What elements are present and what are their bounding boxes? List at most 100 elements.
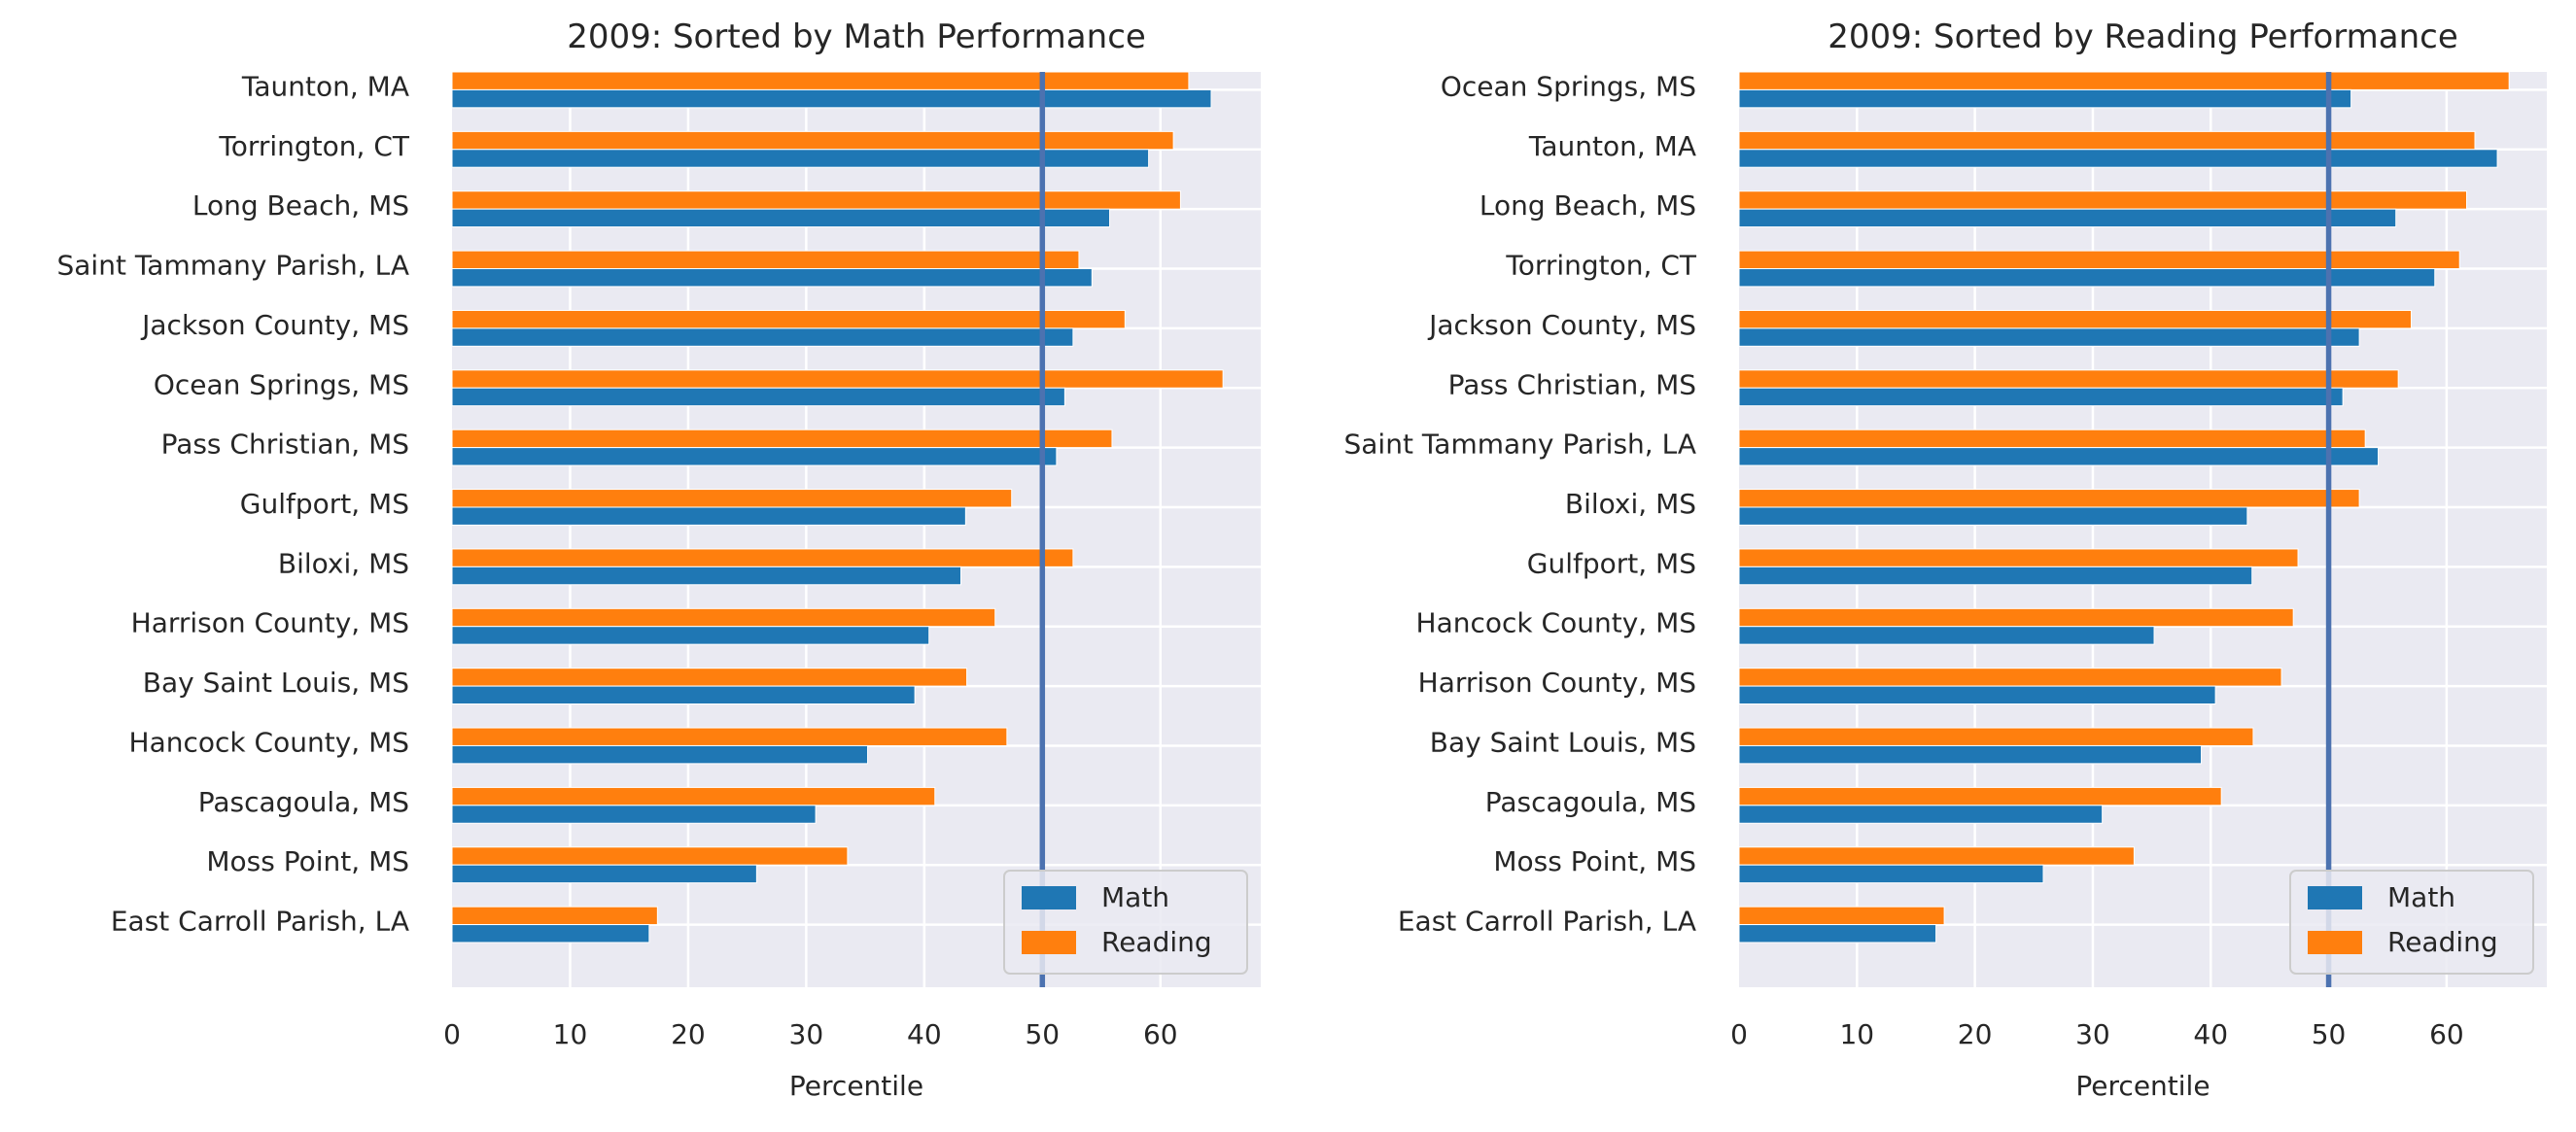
category-label: Ocean Springs, MS	[1441, 70, 1696, 102]
bar-reading	[1738, 429, 2366, 449]
bar-reading	[451, 668, 968, 687]
bar-math	[451, 566, 961, 586]
bar-math	[1738, 626, 2155, 645]
bar-reading	[451, 727, 1008, 746]
category-label: Taunton, MA	[1528, 130, 1696, 162]
bar-math	[451, 685, 916, 705]
category-label: Taunton, MA	[241, 70, 409, 102]
legend: Math Reading	[2289, 870, 2534, 975]
category-label: Jackson County, MS	[1427, 309, 1696, 341]
bar-reading	[451, 489, 1013, 508]
bar-math	[451, 208, 1111, 228]
legend-label: Math	[1101, 881, 1169, 913]
bar-math	[451, 268, 1093, 288]
bar-math	[451, 387, 1065, 407]
legend-label: Math	[2387, 881, 2455, 913]
legend: Math Reading	[1003, 870, 1248, 975]
bar-math	[451, 506, 966, 526]
category-label: Gulfport, MS	[1527, 547, 1696, 579]
bar-reading	[451, 786, 936, 806]
x-tick-label: 60	[2429, 1018, 2464, 1050]
category-label: Saint Tammany Parish, LA	[1344, 429, 1697, 461]
bar-math	[1738, 268, 2436, 288]
category-label: Moss Point, MS	[1493, 845, 1696, 877]
bar-reading	[1738, 846, 2135, 866]
bar-math	[451, 864, 757, 884]
x-axis-label: Percentile	[2075, 1070, 2210, 1102]
x-tick-label: 0	[1730, 1018, 1748, 1050]
bar-math	[451, 924, 650, 943]
bar-reading	[1738, 250, 2460, 270]
chart-panel-1: Taunton, MA Torrington, CT Long Beach, MS S…	[57, 17, 1261, 1102]
category-label: Pass Christian, MS	[1448, 368, 1696, 400]
legend-swatch-reading	[1022, 931, 1076, 954]
bar-reading	[1738, 727, 2254, 746]
x-tick-label: 10	[1839, 1018, 1874, 1050]
bar-math	[1738, 387, 2344, 407]
x-tick-label: 20	[671, 1018, 706, 1050]
bar-math	[1738, 566, 2253, 586]
bar-reading	[451, 130, 1174, 151]
category-label: Gulfport, MS	[240, 488, 409, 520]
bar-reading	[451, 71, 1190, 90]
category-label: East Carroll Parish, LA	[111, 906, 409, 938]
x-tick-label: 40	[2193, 1018, 2228, 1050]
bar-math	[1738, 744, 2203, 765]
legend-swatch-reading	[2308, 931, 2362, 954]
category-label: Biloxi, MS	[278, 547, 409, 579]
x-tick-label: 60	[1143, 1018, 1178, 1050]
x-tick-label: 20	[1958, 1018, 1993, 1050]
chart-panel-2: Ocean Springs, MS Taunton, MA Long Beach, …	[1344, 17, 2547, 1102]
bar-reading	[1738, 369, 2399, 389]
bar-reading	[1738, 607, 2294, 628]
bar-reading	[1738, 190, 2468, 210]
bar-math	[1738, 864, 2044, 884]
bar-math	[451, 626, 930, 645]
legend-label: Reading	[2387, 926, 2498, 958]
bar-math	[451, 327, 1074, 347]
category-label: Long Beach, MS	[192, 189, 409, 222]
bar-math	[1738, 88, 2352, 109]
category-label: East Carroll Parish, LA	[1398, 906, 1696, 938]
bar-reading	[451, 369, 1224, 389]
bar-math	[1738, 924, 1937, 943]
bar-math	[1738, 149, 2498, 168]
x-tick-label: 0	[443, 1018, 461, 1050]
bar-math	[451, 805, 817, 824]
category-label: Biloxi, MS	[1565, 488, 1696, 520]
bar-reading	[1738, 130, 2476, 151]
bar-reading	[451, 607, 996, 628]
x-tick-label: 30	[789, 1018, 824, 1050]
legend-swatch-math	[2308, 886, 2362, 909]
category-label: Pass Christian, MS	[161, 429, 409, 461]
bar-math	[451, 149, 1150, 168]
category-label: Pascagoula, MS	[1485, 786, 1696, 818]
category-label: Saint Tammany Parish, LA	[57, 250, 410, 282]
bar-reading	[1738, 786, 2222, 806]
category-label: Moss Point, MS	[206, 845, 409, 877]
bar-reading	[1738, 668, 2282, 687]
category-label: Pascagoula, MS	[198, 786, 409, 818]
category-label: Bay Saint Louis, MS	[1430, 726, 1696, 758]
bar-reading	[451, 309, 1126, 329]
legend-swatch-math	[1022, 886, 1076, 909]
bar-reading	[451, 906, 658, 926]
bar-reading	[451, 548, 1074, 567]
x-tick-label: 50	[1025, 1018, 1060, 1050]
bar-math	[451, 744, 869, 765]
x-tick-label: 30	[2075, 1018, 2110, 1050]
category-label: Hancock County, MS	[1416, 607, 1696, 639]
x-tick-label: 40	[907, 1018, 942, 1050]
category-label: Harrison County, MS	[1418, 667, 1696, 699]
bar-math	[1738, 208, 2397, 228]
bar-reading	[451, 846, 849, 866]
chart-title: 2009: Sorted by Math Performance	[567, 17, 1146, 56]
legend-label: Reading	[1101, 926, 1212, 958]
category-label: Torrington, CT	[218, 130, 410, 162]
category-label: Ocean Springs, MS	[154, 368, 409, 400]
category-label: Torrington, CT	[1505, 250, 1697, 282]
bar-reading	[451, 190, 1181, 210]
bar-reading	[1738, 548, 2299, 567]
bar-reading	[1738, 489, 2360, 508]
